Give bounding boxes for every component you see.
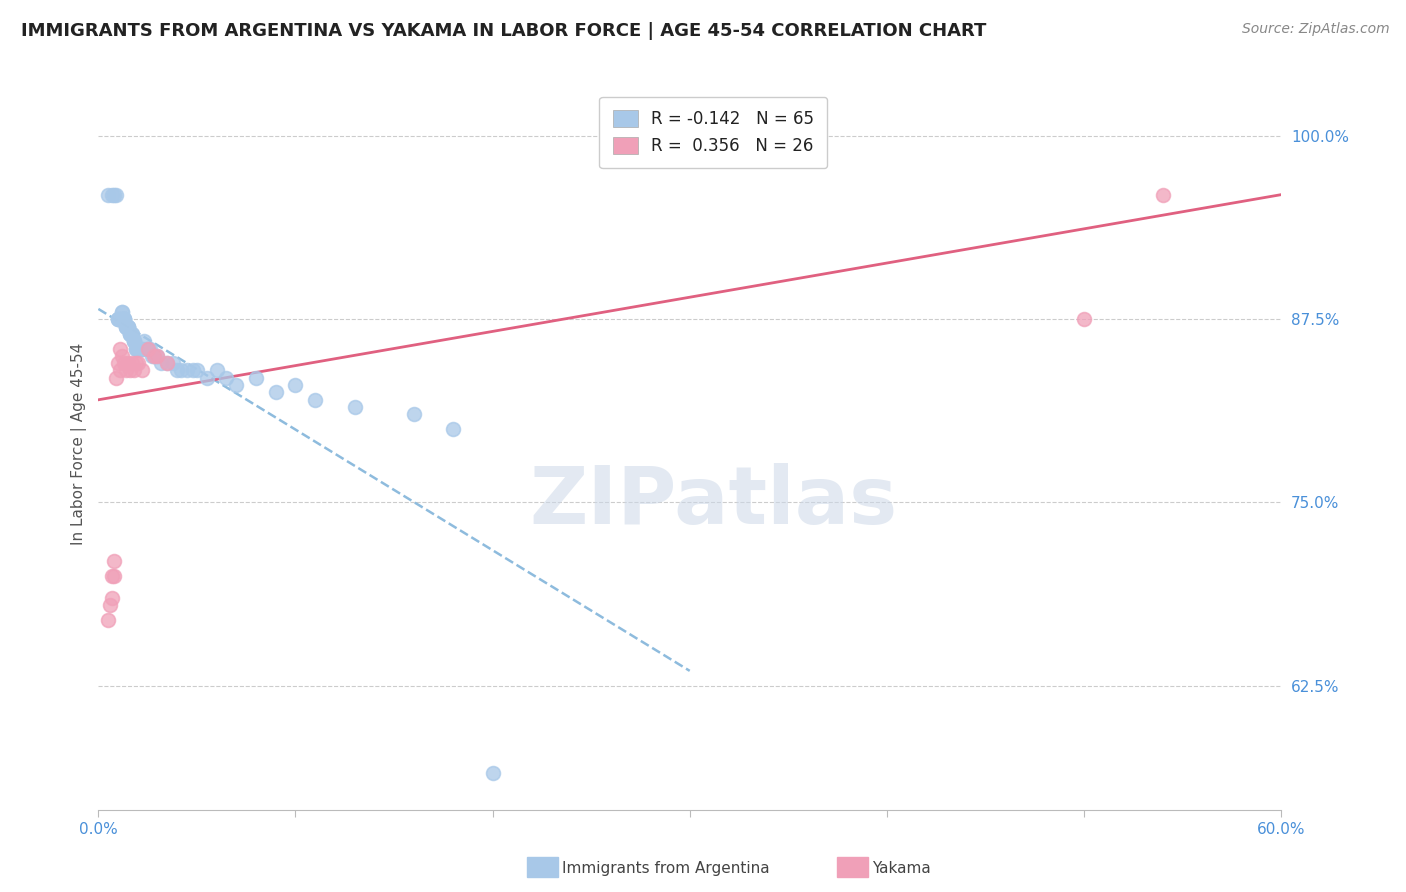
Point	[115, 319, 138, 334]
Point	[122, 334, 145, 348]
Point	[166, 363, 188, 377]
Point	[138, 342, 160, 356]
Point	[112, 312, 135, 326]
Point	[108, 312, 131, 326]
Point	[108, 342, 131, 356]
Point	[111, 305, 134, 319]
Point	[127, 342, 149, 356]
Point	[481, 766, 503, 780]
Point	[112, 312, 135, 326]
Point	[141, 349, 163, 363]
Point	[101, 568, 124, 582]
Point	[112, 312, 135, 326]
Point	[441, 422, 464, 436]
Point	[101, 591, 124, 605]
Point	[135, 342, 157, 356]
Point	[112, 356, 135, 370]
Point	[125, 356, 148, 370]
Point	[122, 363, 145, 377]
Point	[245, 371, 267, 385]
Point	[115, 319, 138, 334]
Point	[146, 349, 169, 363]
Y-axis label: In Labor Force | Age 45-54: In Labor Force | Age 45-54	[72, 343, 87, 545]
Point	[176, 363, 198, 377]
Point	[215, 371, 238, 385]
Point	[121, 326, 143, 341]
Point	[205, 363, 228, 377]
Point	[225, 378, 247, 392]
Point	[105, 187, 128, 202]
Point	[105, 371, 128, 385]
Point	[142, 349, 165, 363]
Point	[1152, 187, 1174, 202]
Text: Source: ZipAtlas.com: Source: ZipAtlas.com	[1241, 22, 1389, 37]
Point	[111, 349, 134, 363]
Text: Immigrants from Argentina: Immigrants from Argentina	[562, 862, 770, 876]
Point	[117, 319, 139, 334]
Text: Yakama: Yakama	[872, 862, 931, 876]
Point	[103, 187, 125, 202]
Point	[111, 312, 134, 326]
Point	[112, 312, 135, 326]
Point	[131, 342, 153, 356]
Point	[115, 363, 138, 377]
Point	[127, 342, 149, 356]
Point	[284, 378, 307, 392]
Point	[181, 363, 204, 377]
Point	[156, 356, 179, 370]
Text: ZIPatlas: ZIPatlas	[529, 463, 897, 541]
Point	[146, 349, 169, 363]
Point	[1073, 312, 1095, 326]
Point	[108, 363, 131, 377]
Point	[118, 326, 141, 341]
Point	[107, 356, 129, 370]
Point	[118, 326, 141, 341]
Point	[122, 334, 145, 348]
Text: IMMIGRANTS FROM ARGENTINA VS YAKAMA IN LABOR FORCE | AGE 45-54 CORRELATION CHART: IMMIGRANTS FROM ARGENTINA VS YAKAMA IN L…	[21, 22, 987, 40]
Point	[264, 385, 287, 400]
Point	[304, 392, 326, 407]
Point	[132, 334, 155, 348]
Point	[131, 363, 153, 377]
Point	[97, 613, 120, 627]
Point	[136, 342, 159, 356]
Point	[170, 363, 193, 377]
Point	[118, 326, 141, 341]
Point	[103, 554, 125, 568]
Point	[117, 356, 139, 370]
Point	[195, 371, 218, 385]
Point	[108, 312, 131, 326]
Point	[186, 363, 208, 377]
Point	[111, 305, 134, 319]
Point	[121, 356, 143, 370]
Point	[343, 400, 366, 414]
Point	[103, 568, 125, 582]
Point	[125, 342, 148, 356]
Point	[107, 312, 129, 326]
Point	[117, 319, 139, 334]
Point	[121, 326, 143, 341]
Point	[117, 319, 139, 334]
Point	[107, 312, 129, 326]
Point	[136, 342, 159, 356]
Point	[101, 187, 124, 202]
Point	[98, 598, 121, 612]
Point	[402, 408, 425, 422]
Point	[122, 334, 145, 348]
Point	[107, 312, 129, 326]
Point	[142, 349, 165, 363]
Point	[162, 356, 184, 370]
Point	[115, 319, 138, 334]
Point	[125, 342, 148, 356]
Point	[128, 342, 150, 356]
Point	[97, 187, 120, 202]
Point	[127, 356, 149, 370]
Point	[117, 319, 139, 334]
Point	[156, 356, 179, 370]
Point	[131, 342, 153, 356]
Legend: R = -0.142   N = 65, R =  0.356   N = 26: R = -0.142 N = 65, R = 0.356 N = 26	[599, 96, 827, 168]
Point	[150, 356, 173, 370]
Point	[118, 363, 141, 377]
